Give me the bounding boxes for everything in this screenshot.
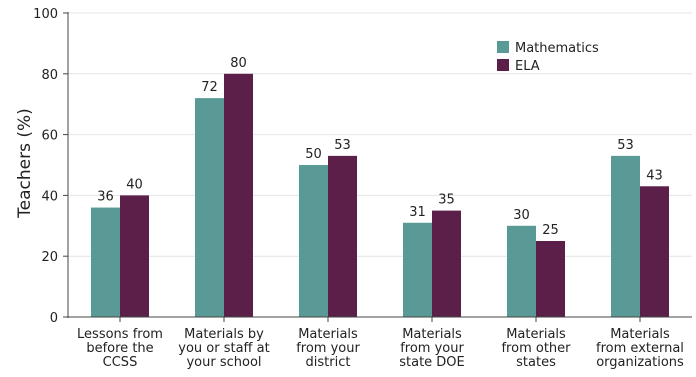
bar-mathematics — [403, 222, 432, 317]
bar-ela — [536, 241, 565, 317]
x-category-label-line: state DOE — [399, 355, 465, 370]
bar-ela — [640, 186, 669, 317]
data-label: 72 — [201, 80, 218, 95]
x-category-label: Materials from other states — [501, 327, 571, 370]
x-category-label-line: Lessons from — [77, 327, 163, 342]
x-category-label-line: Materials — [402, 327, 462, 342]
y-tick-label: 100 — [33, 7, 58, 22]
x-category-label-line: from external — [596, 341, 684, 356]
bar-ela — [432, 210, 461, 317]
bar-ela — [328, 155, 357, 317]
bar-mathematics — [611, 155, 640, 317]
legend: Mathematics ELA — [497, 41, 599, 74]
x-category-label-line: district — [306, 355, 351, 370]
data-label: 40 — [126, 177, 143, 192]
x-category-label-line: Materials — [298, 327, 358, 342]
x-category-label-line: Materials by — [184, 327, 264, 342]
x-category-label-line: Materials — [506, 327, 566, 342]
x-category-label-line: from your — [400, 341, 464, 356]
y-tick-label: 40 — [41, 189, 58, 204]
data-label: 80 — [230, 56, 247, 71]
x-category-label: Materials from your district — [296, 327, 360, 370]
x-category-label-line: CCSS — [103, 355, 138, 370]
data-labels: 36 40 72 80 50 53 31 35 30 25 53 43 — [97, 56, 663, 238]
legend-label-mathematics: Mathematics — [515, 41, 599, 56]
data-label: 30 — [513, 208, 530, 223]
legend-swatch-mathematics — [497, 41, 509, 53]
data-label: 50 — [305, 147, 322, 162]
data-label: 25 — [542, 223, 559, 238]
bars — [91, 73, 669, 318]
x-category-label-line: before the — [86, 341, 153, 356]
x-category-label: Materials from your state DOE — [399, 327, 465, 370]
x-category-label-line: from your — [296, 341, 360, 356]
legend-swatch-ela — [497, 59, 509, 71]
gridlines — [68, 12, 692, 257]
y-axis-ticks: 0 20 40 60 80 100 — [33, 7, 68, 326]
x-category-label-line: your school — [186, 355, 261, 370]
legend-label-ela: ELA — [515, 59, 540, 74]
bar-ela — [120, 195, 149, 317]
y-tick-label: 20 — [41, 250, 58, 265]
y-axis-title: Teachers (%) — [15, 108, 35, 219]
x-category-label-line: from other — [501, 341, 571, 356]
data-label: 31 — [409, 205, 426, 220]
x-category-label-line: Materials — [610, 327, 670, 342]
bar-mathematics — [91, 207, 120, 317]
y-tick-label: 0 — [50, 311, 58, 326]
x-category-label: Lessons from before the CCSS — [77, 327, 163, 370]
bar-mathematics — [299, 165, 328, 317]
data-label: 53 — [334, 138, 351, 153]
x-category-label-line: states — [516, 355, 556, 370]
y-tick-label: 80 — [41, 68, 58, 83]
data-label: 36 — [97, 190, 114, 205]
y-tick-label: 60 — [41, 129, 58, 144]
bar-mathematics — [195, 98, 224, 318]
x-category-label: Materials from external organizations — [596, 327, 684, 370]
x-category-label-line: organizations — [596, 355, 684, 370]
data-label: 53 — [617, 138, 634, 153]
bar-ela — [224, 73, 253, 317]
data-label: 35 — [438, 193, 455, 208]
data-label: 43 — [646, 168, 663, 183]
x-category-label-line: you or staff at — [178, 341, 269, 356]
bar-mathematics — [507, 225, 536, 317]
x-category-label: Materials by you or staff at your school — [178, 327, 269, 370]
